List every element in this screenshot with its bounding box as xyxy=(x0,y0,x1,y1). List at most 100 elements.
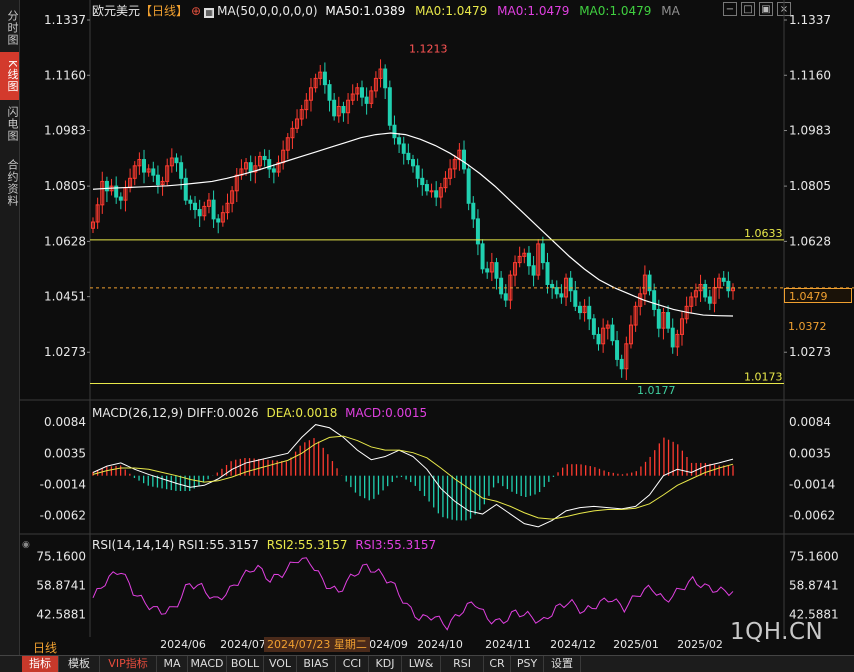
period-label[interactable]: 日线 xyxy=(33,641,58,655)
candle-body xyxy=(211,199,216,220)
candle-body xyxy=(95,204,100,223)
candle-body xyxy=(114,185,119,198)
candle-body xyxy=(179,162,184,179)
minimize-button[interactable]: − xyxy=(723,2,737,16)
ma-params: MA(50,0,0,0,0,0) xyxy=(217,4,318,18)
candle-body xyxy=(526,252,531,267)
ma-value-tag: 1.0372 xyxy=(788,320,827,333)
tab-vol[interactable]: VOL xyxy=(264,656,297,672)
candle-body xyxy=(661,312,666,329)
candle-body xyxy=(341,105,346,114)
chart-canvas[interactable]: 1.1337 1.1160 1.0983 1.0805 1.0628 1.0451 1.02… xyxy=(19,0,854,655)
candle-body xyxy=(647,274,652,292)
ma0-value-yellow: MA0:1.0479 xyxy=(415,4,488,18)
annotations: 1.0633 1.0173 1.1213 1.0177 xyxy=(409,43,783,397)
rsi-line xyxy=(92,557,734,631)
macd-left-tick: -0.0014 xyxy=(40,478,86,492)
crosshair-date: 2024/07/23 星期二 xyxy=(264,637,370,652)
candle-body xyxy=(308,87,313,101)
ma-settings-icon[interactable]: ▦ xyxy=(204,8,215,18)
candle-body xyxy=(253,165,258,173)
tab-rsi[interactable]: RSI xyxy=(441,656,484,672)
left-price-tick: 1.0983 xyxy=(44,124,86,138)
rsi-options-icon[interactable]: ◉ xyxy=(22,540,30,550)
ma-tail: MA xyxy=(661,4,680,18)
candle-body xyxy=(100,180,105,206)
candle-body xyxy=(197,209,202,217)
rsi-panel: 75.1600 75.1600 58.8741 58.8741 42.5881 42.58… xyxy=(36,550,839,631)
candle-body xyxy=(225,202,230,214)
x-tick-label: 2024/09 xyxy=(362,638,408,651)
symbol-name: 欧元美元 xyxy=(92,4,141,18)
candle-body xyxy=(721,277,726,282)
tab-psy[interactable]: PSY xyxy=(511,656,544,672)
macd-right-tick: -0.0014 xyxy=(789,478,835,492)
candle-body xyxy=(188,199,193,204)
lower-line-label: 1.0173 xyxy=(744,370,783,383)
chart-legend: 欧元美元【日线】 ⊕ ▦ MA(50,0,0,0,0,0) MA50:1.0389 M… xyxy=(92,2,680,19)
settings-icon[interactable]: ⊕ xyxy=(191,4,202,18)
candle-body xyxy=(369,90,374,104)
indicator-tab-bar: 指标 模板 VIP指标 MA MACD BOLL VOL BIAS CCI KD… xyxy=(0,655,854,672)
restore-button[interactable]: □ xyxy=(741,2,755,16)
tab-cr[interactable]: CR xyxy=(484,656,511,672)
tab-ma[interactable]: MA xyxy=(157,656,188,672)
candle-body xyxy=(364,96,369,104)
candle-body xyxy=(169,157,174,167)
candle-body xyxy=(248,162,253,173)
rsi-params: RSI(14,14,14) xyxy=(92,538,175,552)
candle-body xyxy=(262,155,267,161)
candle-body xyxy=(350,93,355,101)
tab-kline-chart[interactable]: K线图 xyxy=(0,52,19,100)
candle-body xyxy=(540,243,545,264)
tab-bias[interactable]: BIAS xyxy=(297,656,336,672)
macd-macd: MACD:0.0015 xyxy=(345,406,428,420)
tab-vip-indicators[interactable]: VIP指标 xyxy=(100,656,157,672)
right-price-tick: 1.0983 xyxy=(789,124,831,138)
right-price-tick: 1.1337 xyxy=(789,13,831,27)
candle-body xyxy=(165,165,170,182)
candle-body xyxy=(299,109,304,120)
candle-body xyxy=(244,162,249,170)
candle-body xyxy=(448,168,453,179)
left-price-tick: 1.0805 xyxy=(44,179,86,193)
candle-body xyxy=(693,290,698,298)
macd-dea-line xyxy=(92,435,734,520)
horizontal-lines xyxy=(90,239,854,384)
macd-right-tick: -0.0062 xyxy=(789,508,835,522)
tab-contract-info[interactable]: 合约资料 xyxy=(6,159,19,207)
candle-body xyxy=(234,174,239,192)
candle-body xyxy=(471,202,476,220)
tab-flash-chart[interactable]: 闪电图 xyxy=(6,106,19,142)
left-price-tick: 1.1337 xyxy=(44,13,86,27)
macd-params: MACD(26,12,9) xyxy=(92,406,184,420)
candle-body xyxy=(359,87,364,98)
tab-templates[interactable]: 模板 xyxy=(59,656,100,672)
watermark-logo: 1QH.CN xyxy=(730,619,824,645)
candle-body xyxy=(601,327,606,345)
candle-body xyxy=(656,308,661,329)
rsi-left-tick: 75.1600 xyxy=(36,550,86,564)
candle-body xyxy=(573,290,578,307)
tab-time-chart[interactable]: 分时图 xyxy=(6,10,19,46)
x-tick-label: 2024/10 xyxy=(417,638,463,651)
candle-body xyxy=(480,243,485,270)
tab-lw[interactable]: LW& xyxy=(402,656,441,672)
tab-kdj[interactable]: KDJ xyxy=(369,656,402,672)
tab-settings[interactable]: 设置 xyxy=(544,656,581,672)
tab-macd[interactable]: MACD xyxy=(188,656,227,672)
candle-body xyxy=(568,277,573,292)
x-tick-label: 2024/11 xyxy=(485,638,531,651)
candle-body xyxy=(559,293,564,298)
rsi-legend: RSI(14,14,14) RSI1:55.3157 RSI2:55.3157 … xyxy=(92,538,436,552)
candle-body xyxy=(624,343,629,370)
tab-boll[interactable]: BOLL xyxy=(227,656,264,672)
rsi-left-tick: 58.8741 xyxy=(36,579,86,593)
maximize-button[interactable]: ▣ xyxy=(759,2,773,16)
tab-cci[interactable]: CCI xyxy=(336,656,369,672)
candle-body xyxy=(717,277,722,289)
ma50-line xyxy=(92,132,734,317)
candle-body xyxy=(485,268,490,273)
rsi-left-tick: 42.5881 xyxy=(36,608,86,622)
tab-indicators[interactable]: 指标 xyxy=(22,656,59,672)
